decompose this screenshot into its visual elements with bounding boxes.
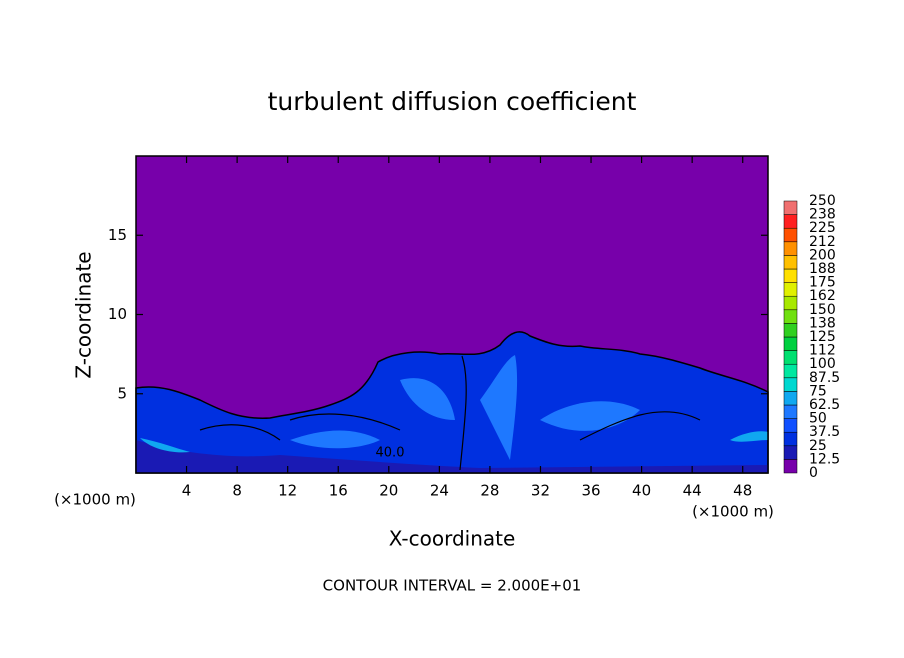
colorbar-bin (783, 295, 798, 311)
low-zone (136, 440, 768, 473)
turbulent-region (135, 331, 769, 474)
colorbar-bin (783, 377, 798, 392)
x-tick-label: 12 (278, 482, 297, 500)
colorbar-label: 62.5 (809, 397, 840, 413)
colorbar-bin (783, 459, 798, 474)
colorbar-bin (783, 391, 798, 406)
colorbar-bin (783, 336, 798, 351)
colorbar-label: 50 (809, 411, 827, 427)
colorbar-bin (783, 404, 798, 419)
colorbar-bin (783, 323, 798, 338)
x-tick-label: 36 (581, 482, 600, 500)
high-streak (480, 355, 518, 460)
x-axis-label: X-coordinate (389, 527, 516, 551)
x-tick-label: 4 (182, 482, 192, 500)
colorbar-bin (783, 418, 798, 433)
colorbar-bin (783, 200, 798, 215)
y-axis-label: Z-coordinate (72, 251, 96, 378)
colorbar-label: 100 (809, 356, 836, 372)
y-tick-label: 10 (108, 305, 127, 323)
x-tick-label: 48 (733, 482, 752, 500)
peak-streak (730, 431, 768, 442)
x-tick-label: 28 (480, 482, 499, 500)
x-tick-label: 20 (379, 482, 398, 500)
colorbar-label: 75 (809, 383, 827, 399)
x-tick-label: 24 (430, 482, 449, 500)
colorbar-label: 212 (809, 234, 836, 250)
colorbar-label: 25 (809, 438, 827, 454)
x-unit-label: (×1000 m) (54, 491, 136, 509)
high-streak (400, 378, 455, 420)
colorbar-label: 175 (809, 275, 836, 291)
colorbar-label: 112 (809, 343, 836, 359)
colorbar-bin (783, 268, 798, 283)
colorbar-bin (783, 282, 798, 297)
colorbar-bin (783, 363, 798, 379)
colorbar-label: 0 (809, 465, 818, 481)
colorbar-bin (783, 431, 798, 447)
colorbar-label: 37.5 (809, 424, 840, 440)
contour-line (199, 355, 701, 471)
chart-title: turbulent diffusion coefficient (268, 87, 637, 116)
colorbar-bin (783, 255, 798, 270)
y-tick-label: 5 (117, 384, 127, 402)
colorbar-label: 200 (809, 247, 836, 263)
colorbar-label: 125 (809, 329, 836, 345)
colorbar-bin (783, 350, 798, 365)
x-tick-label: 8 (232, 482, 242, 500)
colorbar-label: 87.5 (809, 370, 840, 386)
x-unit-label: (×1000 m) (692, 503, 774, 521)
contour-label: 40.0 (376, 446, 405, 461)
field: 40.0 (135, 156, 769, 474)
colorbar-label: 162 (809, 288, 836, 304)
colorbar-bin (783, 241, 798, 256)
colorbar-bin (783, 445, 798, 460)
x-tick-label: 16 (329, 482, 348, 500)
x-tick-label: 44 (683, 482, 702, 500)
colorbar-label: 250 (809, 193, 836, 209)
peak-streak (140, 438, 190, 453)
x-tick-label: 32 (531, 482, 550, 500)
colorbar-bin (783, 214, 798, 229)
colorbar-label: 238 (809, 207, 836, 223)
colorbar-label: 188 (809, 261, 836, 277)
colorbar-label: 138 (809, 315, 836, 331)
colorbar-bin (783, 227, 798, 243)
colorbar-label: 150 (809, 302, 836, 318)
colorbar-label: 225 (809, 220, 836, 236)
y-tick-label: 15 (108, 226, 127, 244)
x-tick-label: 40 (632, 482, 651, 500)
contour-interval: CONTOUR INTERVAL = 2.000E+01 (323, 577, 582, 595)
colorbar-label: 12.5 (809, 451, 840, 467)
high-streak (290, 430, 380, 449)
colorbar-bin (783, 309, 798, 324)
